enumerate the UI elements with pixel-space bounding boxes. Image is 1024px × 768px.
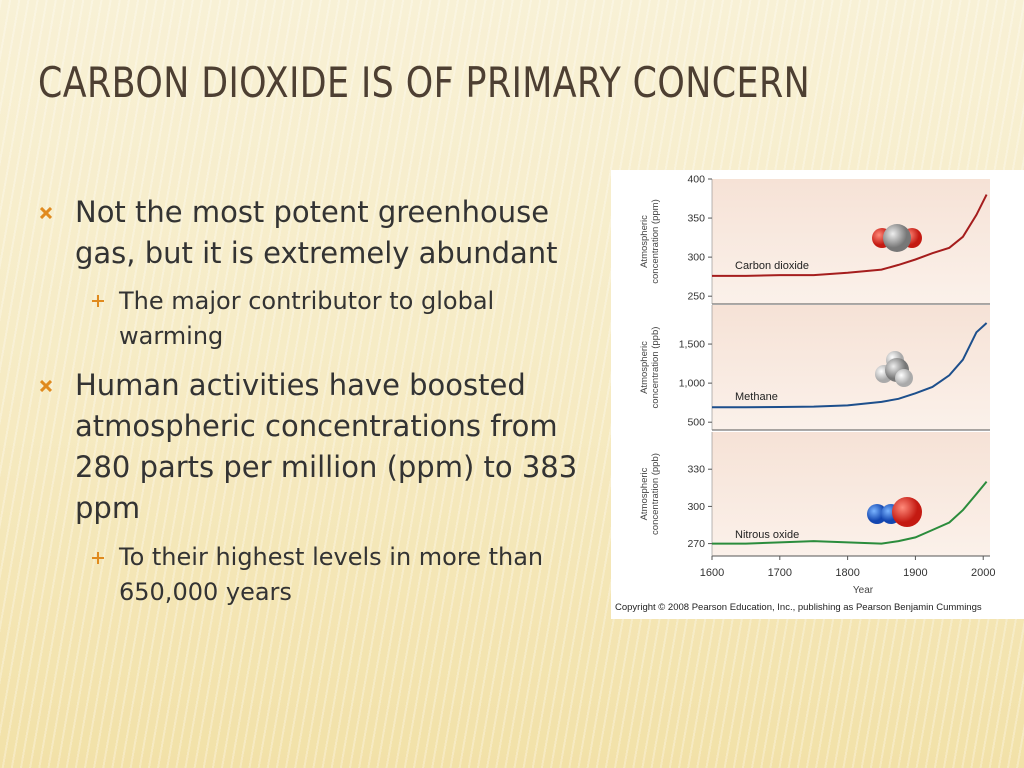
y-tick-label: 1,000: [679, 378, 705, 390]
co2-molecule: [872, 224, 922, 252]
y-tick-label: 500: [687, 417, 705, 429]
y-axis-label: concentration (ppm): [650, 199, 661, 283]
y-tick-label: 300: [687, 501, 705, 513]
line-label: Carbon dioxide: [735, 260, 809, 272]
y-tick-label: 350: [687, 213, 705, 225]
x-tick-label: 2000: [971, 567, 995, 579]
line-label: Methane: [735, 391, 778, 403]
line-label: Nitrous oxide: [735, 529, 799, 541]
bullet-icon: [40, 380, 52, 392]
y-tick-label: 270: [687, 538, 705, 550]
sub-bullet-icon: [92, 552, 104, 564]
y-axis-label: Atmospheric: [639, 467, 650, 520]
y-tick-label: 330: [687, 464, 705, 476]
y-axis-label: concentration (ppb): [650, 453, 661, 535]
y-axis-label: Atmospheric: [639, 215, 650, 268]
sub-bullet-text: The major contributor to global warming: [119, 287, 495, 350]
y-tick-label: 300: [687, 252, 705, 264]
data-line: [712, 322, 988, 409]
bullet-icon: [40, 207, 52, 219]
x-tick-label: 1700: [768, 567, 792, 579]
bullet-text: Not the most potent greenhouse gas, but …: [75, 195, 558, 270]
bullet-text: Human activities have boosted atmospheri…: [75, 368, 578, 525]
x-tick-label: 1900: [903, 567, 927, 579]
x-axis-label: Year: [853, 585, 874, 596]
y-tick-label: 250: [687, 291, 705, 303]
y-tick-label: 400: [687, 174, 705, 186]
panel-background: [712, 179, 990, 304]
y-axis-label: Atmospheric: [639, 341, 650, 394]
y-tick-label: 1,500: [679, 339, 705, 351]
x-tick-label: 1800: [835, 567, 859, 579]
copyright: Copyright © 2008 Pearson Education, Inc.…: [615, 602, 982, 613]
slide-title: CARBON DIOXIDE IS OF PRIMARY CONCERN: [38, 58, 811, 107]
x-tick-label: 1600: [700, 567, 724, 579]
y-axis-label: concentration (ppb): [650, 327, 661, 409]
sub-bullet-icon: [92, 295, 104, 307]
panel-background: [712, 305, 990, 430]
panel-background: [712, 432, 990, 556]
data-line: [712, 194, 988, 277]
n2o-molecule: [867, 497, 922, 527]
methane-molecule: [875, 351, 913, 387]
sub-bullet-text: To their highest levels in more than 650…: [119, 543, 544, 606]
data-line: [712, 480, 988, 545]
